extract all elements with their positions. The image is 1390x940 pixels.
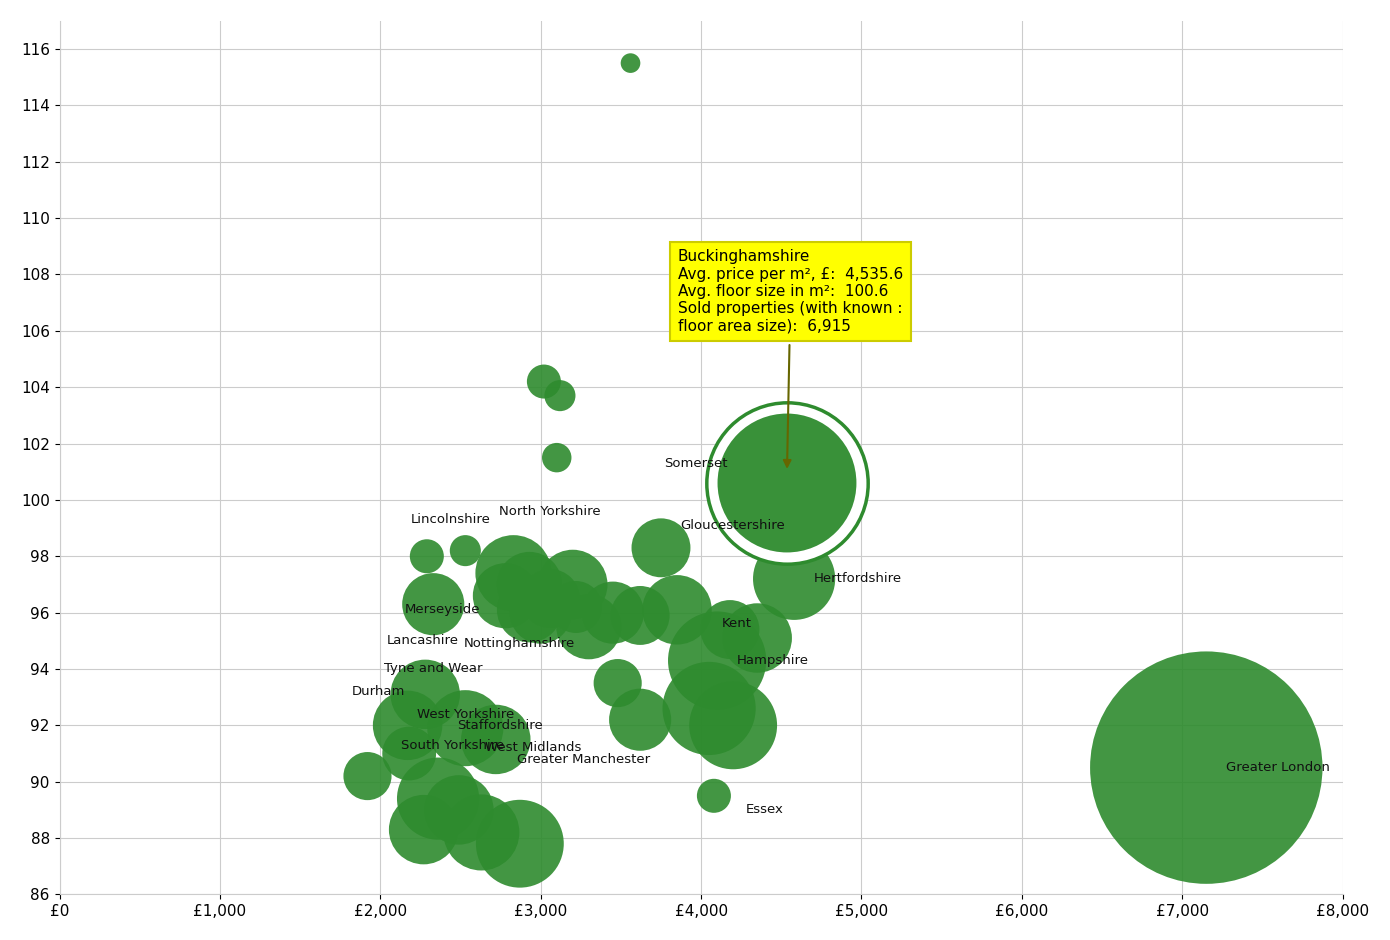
Point [564,600,587,615]
Point [509,837,531,852]
Text: Essex: Essex [746,804,784,817]
Point [721,718,744,733]
Text: North Yorkshire: North Yorkshire [499,505,600,518]
Point [448,803,470,818]
Point [630,713,652,728]
Text: Lincolnshire: Lincolnshire [411,513,491,526]
Text: Greater Manchester: Greater Manchester [517,753,649,766]
Point [485,732,507,747]
Point [776,495,798,510]
Text: Hampshire: Hampshire [737,654,809,667]
Point [776,476,798,491]
Point [413,822,435,838]
Point [706,653,728,668]
Point [703,789,726,804]
Point [470,825,492,840]
Point [606,676,628,691]
Point [539,591,562,606]
Point [356,769,378,784]
Point [651,540,673,556]
Point [620,55,642,70]
Point [549,388,571,403]
Text: Nottinghamshire: Nottinghamshire [464,637,575,650]
Point [578,619,600,634]
Point [746,631,769,646]
Point [719,622,741,637]
Point [427,791,449,807]
Point [630,608,652,623]
Text: West Midlands: West Midlands [485,742,581,755]
Point [518,577,541,592]
Text: Tyne and Wear: Tyne and Wear [384,663,482,676]
Point [502,566,524,581]
Point [455,543,477,558]
Point [495,588,517,603]
Point [546,450,569,465]
Text: Merseyside: Merseyside [404,603,480,617]
Text: Lancashire: Lancashire [386,634,459,648]
Text: South Yorkshire: South Yorkshire [402,739,505,752]
Point [530,605,552,620]
Text: Gloucestershire: Gloucestershire [680,519,785,532]
Point [666,603,688,618]
Point [1195,760,1218,776]
Point [423,597,445,612]
Point [698,701,720,716]
Point [532,374,555,389]
Point [414,687,436,702]
Text: Somerset: Somerset [664,457,728,470]
Text: Durham: Durham [352,685,404,698]
Point [455,721,477,736]
Point [562,577,584,592]
Point [776,476,798,491]
Point [416,549,438,564]
Point [602,605,624,620]
Point [518,603,541,618]
Point [398,746,420,761]
Text: Kent: Kent [721,618,752,631]
Text: Greater London: Greater London [1226,761,1329,775]
Point [783,572,805,587]
Text: Staffordshire: Staffordshire [457,719,543,732]
Text: West Yorkshire: West Yorkshire [417,708,514,721]
Point [396,718,418,733]
Text: Buckinghamshire
Avg. price per m², £:  4,535.6
Avg. floor size in m²:  100.6
Sol: Buckinghamshire Avg. price per m², £: 4,… [678,249,904,466]
Text: Hertfordshire: Hertfordshire [813,572,902,586]
